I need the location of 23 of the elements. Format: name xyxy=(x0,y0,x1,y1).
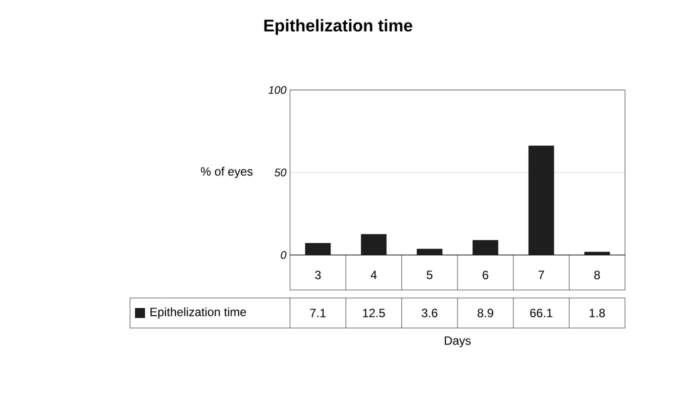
bar xyxy=(305,243,330,255)
x-tick-label: 5 xyxy=(426,270,432,280)
data-label: 8.9 xyxy=(478,308,494,318)
x-axis-title: Days xyxy=(444,336,471,348)
bar xyxy=(360,234,387,255)
x-tick-label: 8 xyxy=(594,270,600,280)
data-label: 7.1 xyxy=(310,308,326,318)
x-tick-label: 7 xyxy=(538,270,544,279)
y-axis-title: % of eyes xyxy=(200,166,253,178)
chart-title: Epithelization time xyxy=(264,19,412,35)
data-label: 3.6 xyxy=(422,308,438,318)
data-label: 12.5 xyxy=(363,308,385,318)
x-tick-label: 6 xyxy=(482,270,488,280)
y-tick-label: 100 xyxy=(268,86,286,94)
data-label: 66.1 xyxy=(530,308,552,318)
y-tick-label: 0 xyxy=(280,251,286,259)
legend-label: Epithelization time xyxy=(150,307,246,319)
x-tick-label: 4 xyxy=(370,270,377,279)
y-tick-label: 50 xyxy=(274,168,286,176)
x-tick-label: 3 xyxy=(315,270,321,280)
bar xyxy=(528,146,554,255)
bar xyxy=(472,240,498,255)
data-label: 1.8 xyxy=(590,308,605,318)
